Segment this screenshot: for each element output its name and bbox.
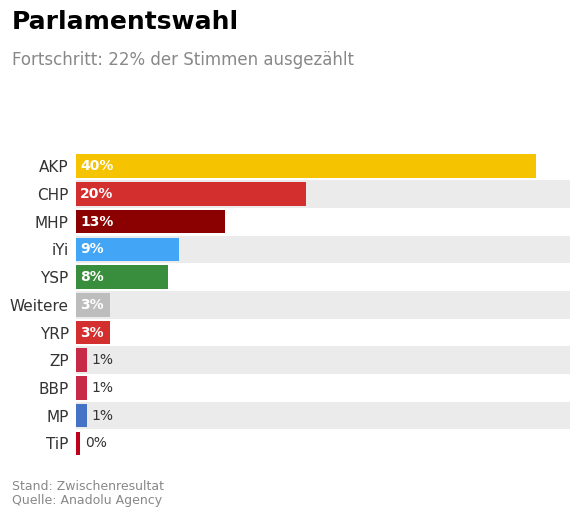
Bar: [76, 432, 80, 455]
Bar: [76, 208, 570, 236]
Bar: [76, 293, 110, 316]
Text: 1%: 1%: [92, 381, 113, 395]
Bar: [76, 404, 87, 427]
Bar: [76, 238, 179, 261]
Bar: [76, 180, 570, 208]
Bar: [76, 291, 570, 319]
Text: 3%: 3%: [80, 298, 104, 312]
Text: 20%: 20%: [80, 187, 113, 201]
Text: Parlamentswahl: Parlamentswahl: [12, 10, 239, 34]
Bar: [76, 376, 87, 400]
Text: 13%: 13%: [80, 215, 113, 229]
Bar: [76, 402, 570, 429]
Bar: [76, 210, 225, 234]
Bar: [76, 348, 87, 372]
Text: 1%: 1%: [92, 353, 113, 367]
Text: 1%: 1%: [92, 408, 113, 423]
Text: 3%: 3%: [80, 326, 104, 339]
Text: 9%: 9%: [80, 242, 104, 257]
Bar: [76, 321, 110, 344]
Bar: [76, 319, 570, 346]
Bar: [76, 346, 570, 374]
Bar: [76, 154, 536, 178]
Bar: [76, 182, 306, 206]
Bar: [76, 429, 570, 457]
Bar: [76, 152, 570, 180]
Text: Fortschritt: 22% der Stimmen ausgezählt: Fortschritt: 22% der Stimmen ausgezählt: [12, 51, 354, 69]
Bar: [76, 374, 570, 402]
Text: 40%: 40%: [80, 159, 113, 173]
Bar: [76, 263, 570, 291]
Text: 8%: 8%: [80, 270, 104, 284]
Bar: [76, 236, 570, 263]
Bar: [76, 265, 168, 289]
Text: Quelle: Anadolu Agency: Quelle: Anadolu Agency: [12, 494, 162, 507]
Text: 0%: 0%: [85, 436, 107, 451]
Text: Stand: Zwischenresultat: Stand: Zwischenresultat: [12, 480, 164, 493]
